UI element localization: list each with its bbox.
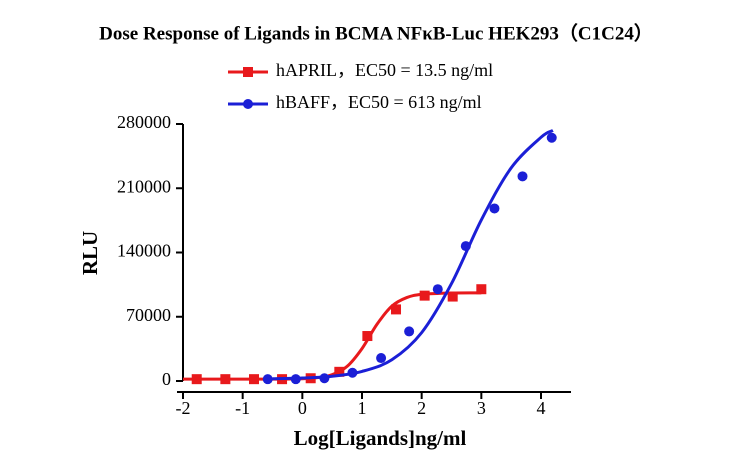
data-point (546, 132, 557, 143)
y-tick-label: 70000 (126, 305, 171, 325)
data-point (262, 374, 273, 385)
x-axis-label: Log[Ligands]ng/ml (294, 426, 467, 450)
legend-marker (243, 67, 253, 77)
data-point (290, 374, 301, 385)
data-point (249, 374, 260, 385)
data-point (334, 366, 345, 377)
legend-marker (243, 99, 253, 109)
x-tick-label: 3 (477, 398, 486, 418)
y-tick-label: 280000 (117, 112, 171, 132)
legend-label: hAPRIL，EC50 = 13.5 ng/ml (276, 60, 493, 80)
x-tick-label: 0 (298, 398, 307, 418)
y-tick-label: 0 (162, 369, 171, 389)
x-tick-label: 1 (358, 398, 367, 418)
data-point (404, 326, 415, 337)
x-tick-label: -1 (235, 398, 250, 418)
data-point (376, 353, 387, 364)
data-point (319, 373, 330, 384)
data-point (460, 241, 471, 252)
x-tick-label: 4 (537, 398, 546, 418)
fit-curve (182, 291, 482, 381)
data-point (191, 374, 202, 385)
data-point (432, 284, 443, 295)
data-point (391, 304, 402, 315)
x-tick-label: 2 (417, 398, 426, 418)
data-point (517, 171, 528, 182)
data-point (489, 203, 500, 214)
data-point (447, 291, 458, 302)
y-tick-label: 140000 (117, 241, 171, 261)
fit-curve (272, 129, 554, 381)
x-tick-label: -2 (176, 398, 191, 418)
data-point (362, 331, 373, 342)
y-axis-label: RLU (78, 231, 102, 275)
legend-label: hBAFF，EC50 = 613 ng/ml (276, 92, 482, 112)
data-point (220, 374, 231, 385)
y-tick-label: 210000 (117, 176, 171, 196)
chart-title: Dose Response of Ligands in BCMA NFκB-Lu… (99, 21, 653, 44)
data-point (419, 290, 430, 301)
data-point (347, 367, 358, 378)
data-point (476, 284, 487, 295)
